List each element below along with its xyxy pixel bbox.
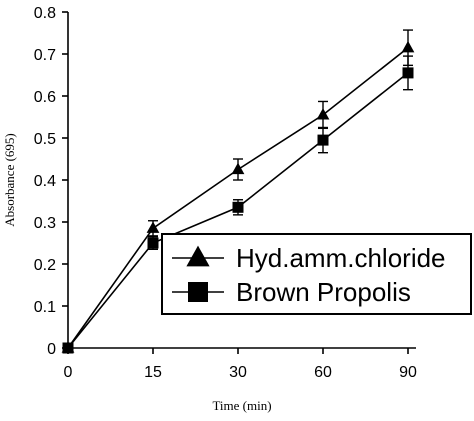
- legend-item: Hyd.amm.chloride: [172, 243, 446, 273]
- legend-label: Hyd.amm.chloride: [236, 243, 446, 273]
- data-point: [147, 237, 159, 249]
- legend-items: Hyd.amm.chloride Brown Propolis: [172, 243, 446, 307]
- legend-marker: [186, 245, 210, 267]
- y-tick-label: 0.1: [34, 299, 56, 316]
- legend-box: [161, 233, 472, 315]
- data-point: [146, 221, 160, 233]
- y-tick-label: 0.8: [34, 5, 56, 22]
- data-point: [62, 342, 74, 354]
- x-tick-label: 0: [64, 364, 73, 381]
- y-tick-label: 0.5: [34, 131, 56, 148]
- data-point: [316, 108, 330, 120]
- legend: Hyd.amm.chloride Brown Propolis: [161, 233, 472, 315]
- y-tick-label: 0.2: [34, 257, 56, 274]
- y-axis-title: Absorbance (695): [2, 133, 17, 227]
- y-tick-label: 0.4: [34, 173, 56, 190]
- data-point: [232, 201, 244, 213]
- x-axis-ticks: 0 15 30 60 90: [64, 348, 417, 381]
- series-layer: [61, 29, 415, 354]
- x-tick-label: 90: [399, 364, 417, 381]
- series-square: [62, 55, 414, 354]
- x-tick-label: 15: [144, 364, 162, 381]
- data-point: [402, 67, 414, 79]
- legend-item: Brown Propolis: [172, 277, 411, 307]
- data-point: [231, 162, 245, 175]
- y-tick-label: 0.3: [34, 215, 56, 232]
- x-tick-label: 30: [229, 364, 247, 381]
- data-point: [401, 40, 415, 53]
- legend-marker: [188, 282, 208, 302]
- y-tick-label: 0: [47, 341, 56, 358]
- y-axis-ticks: 0 0.1 0.2 0.3 0.4 0.5 0.6 0.7 0.8: [34, 5, 68, 358]
- x-axis-title: Time (min): [212, 398, 271, 413]
- legend-label: Brown Propolis: [236, 277, 411, 307]
- y-tick-label: 0.6: [34, 89, 56, 106]
- data-point: [317, 134, 329, 146]
- y-tick-label: 0.7: [34, 47, 56, 64]
- x-tick-label: 60: [314, 364, 332, 381]
